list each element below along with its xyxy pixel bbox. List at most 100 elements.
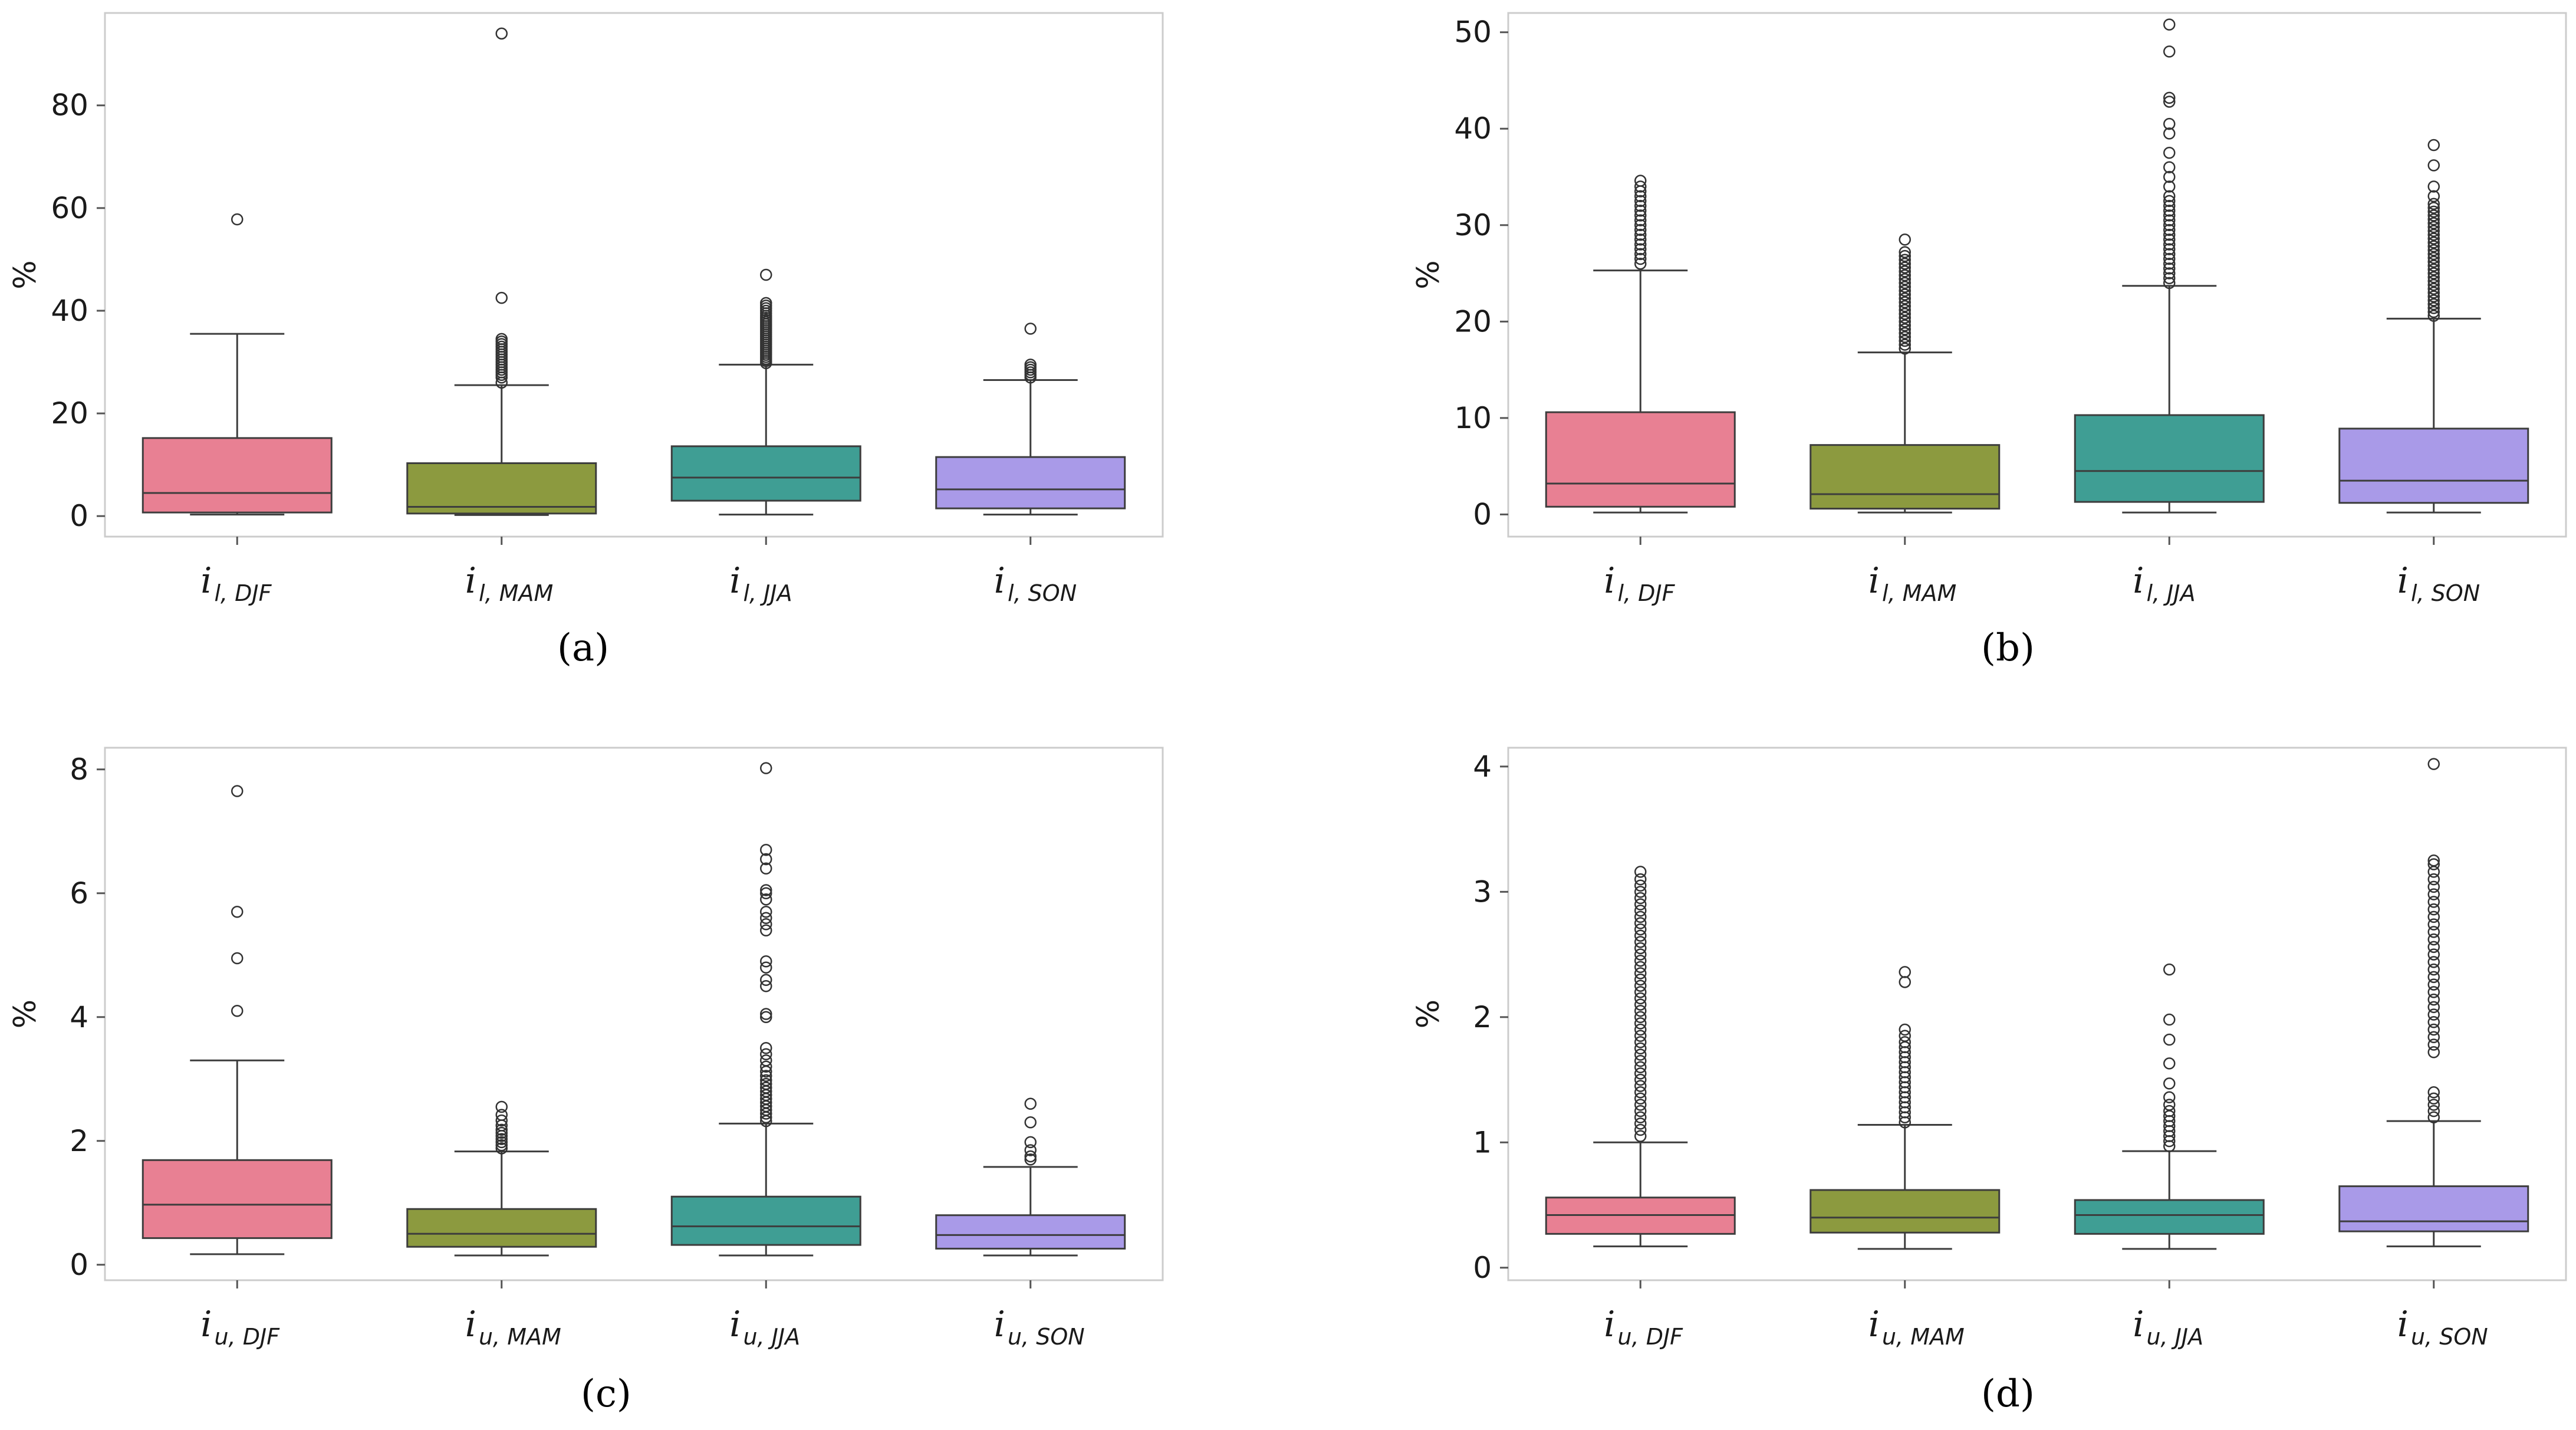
outlier-point [1634, 1017, 1647, 1030]
outlier-point [2163, 963, 2176, 976]
panel-label: (a) [557, 626, 609, 670]
outlier-point [760, 862, 772, 875]
outlier-point [1634, 979, 1647, 992]
outlier-point [2427, 294, 2440, 307]
outlier-point [1899, 296, 1911, 308]
outlier-point [2427, 271, 2440, 284]
box-iqr [670, 1195, 861, 1246]
outlier-point [1634, 1036, 1647, 1048]
outlier-point [2427, 305, 2440, 318]
outlier-point [2427, 1031, 2440, 1044]
outlier-point [1899, 292, 1911, 305]
outlier-point [2427, 1008, 2440, 1021]
outlier-point [1899, 284, 1911, 297]
outlier-point [1634, 917, 1647, 929]
x-tick-label-main: i [200, 560, 212, 601]
outlier-point [2427, 240, 2440, 253]
outlier-point [495, 333, 508, 346]
box-c-2 [670, 762, 861, 1257]
x-tick-label: i l, SON [2397, 560, 2480, 606]
x-tick-label: i l, DJF [1604, 560, 1675, 606]
outlier-point [2427, 963, 2440, 976]
outlier-point [2427, 287, 2440, 299]
x-tick-label-main: i [1604, 560, 1615, 601]
outlier-point [1634, 1042, 1647, 1055]
outlier-point [2427, 275, 2440, 287]
y-tick-label: 10 [1454, 401, 1492, 435]
outlier-point [2427, 948, 2440, 961]
outlier-point [2163, 1033, 2176, 1046]
outlier-point [1024, 359, 1037, 371]
outlier-point [495, 291, 508, 304]
outlier-point [1634, 973, 1647, 986]
outlier-point [2427, 217, 2440, 229]
outlier-point [2427, 228, 2440, 241]
y-tick-label: 4 [70, 1000, 88, 1034]
x-tick-label-main: i [465, 1304, 476, 1345]
outlier-point [2427, 880, 2440, 893]
outlier-point [1634, 1104, 1647, 1117]
y-tick-label: 60 [51, 191, 88, 225]
x-tick-label: i l, MAM [465, 560, 554, 606]
outlier-point [2163, 146, 2176, 159]
outlier-point [1634, 1130, 1647, 1142]
box-a-0 [142, 213, 333, 516]
box-b-2 [2074, 18, 2265, 514]
outlier-point [2427, 244, 2440, 257]
outlier-point [1634, 992, 1647, 1005]
x-tick-label-main: i [1868, 1304, 1880, 1345]
panel-label: (c) [581, 1372, 631, 1416]
outlier-point [1634, 1011, 1647, 1024]
outlier-point [1634, 238, 1647, 251]
box-d-2 [2074, 963, 2265, 1250]
outlier-point [1024, 1136, 1037, 1149]
outlier-point [1634, 209, 1647, 222]
outlier-point [2163, 272, 2176, 284]
outlier-point [1024, 1150, 1037, 1163]
outlier-point [1024, 1116, 1037, 1129]
outlier-point [2163, 195, 2176, 208]
outlier-point [1899, 327, 1911, 340]
outlier-point [760, 980, 772, 992]
y-tick-label: 0 [70, 1248, 88, 1282]
outlier-point [760, 884, 772, 896]
box-iqr [2074, 414, 2265, 503]
box-c-1 [406, 1100, 597, 1257]
outlier-point [1899, 277, 1911, 290]
outlier-point [1899, 976, 1911, 988]
outlier-point [495, 1114, 508, 1127]
y-tick-label: 80 [51, 88, 88, 123]
x-tick-label: i l, JJA [2133, 560, 2195, 606]
outlier-point [1634, 234, 1647, 246]
outlier-point [1634, 879, 1647, 892]
outlier-point [2427, 1023, 2440, 1036]
outlier-point [2163, 199, 2176, 212]
x-tick-label: i u, SON [994, 1304, 1085, 1350]
box-b-3 [2338, 139, 2529, 514]
outlier-point [760, 918, 772, 931]
x-tick-label: i u, JJA [729, 1304, 800, 1350]
box-d-0 [1545, 866, 1736, 1248]
outlier-point [760, 955, 772, 968]
outlier-point [231, 1005, 244, 1017]
outlier-point [760, 974, 772, 986]
outlier-point [2427, 1111, 2440, 1124]
outlier-point [2427, 1038, 2440, 1051]
outlier-point [760, 1048, 772, 1060]
x-tick-label-main: i [994, 1304, 1005, 1345]
outlier-point [760, 297, 772, 310]
x-tick-label: i u, DJF [200, 1304, 280, 1350]
y-tick-label: 6 [70, 876, 88, 910]
outlier-point [1634, 195, 1647, 208]
outlier-point [1899, 234, 1911, 246]
y-tick-label: 0 [1473, 497, 1492, 531]
box-iqr [142, 1159, 333, 1240]
outlier-point [1899, 261, 1911, 274]
outlier-point [2163, 204, 2176, 217]
x-tick-label-sub: l, JJA [2146, 580, 2195, 606]
outlier-point [2427, 278, 2440, 291]
outlier-point [1634, 929, 1647, 942]
x-tick-label-sub: u, MAM [1882, 1324, 1965, 1350]
